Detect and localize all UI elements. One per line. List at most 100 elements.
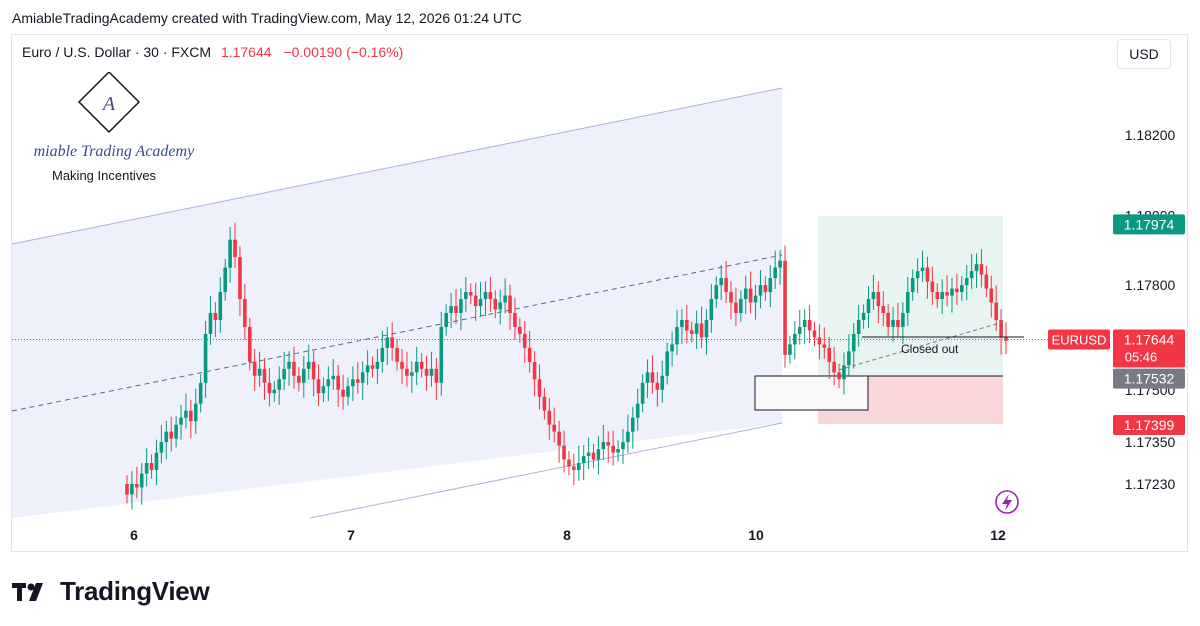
candle-body <box>778 260 782 268</box>
candle-body <box>670 344 674 352</box>
candle-body <box>272 389 277 394</box>
countdown-text: 05:46 <box>1125 350 1158 365</box>
tradingview-brand: TradingView <box>60 576 210 606</box>
candle-body <box>522 333 527 348</box>
symbol-tag-text: EURUSD <box>1052 333 1107 348</box>
candle-body <box>675 326 679 345</box>
candle-body <box>896 319 900 327</box>
candle-body <box>758 285 763 296</box>
currency-button[interactable]: USD <box>1117 39 1171 69</box>
candle-body <box>876 292 881 307</box>
chart-frame <box>11 34 1188 552</box>
candle-body <box>287 361 291 369</box>
candle-body <box>680 319 684 327</box>
price-label-stop <box>1113 415 1185 436</box>
candle-body <box>380 347 385 362</box>
candle-body <box>228 239 232 268</box>
candle-body <box>135 484 139 488</box>
price-label-text: 1.17974 <box>1124 216 1175 232</box>
tradingview-footer[interactable]: TradingView <box>12 576 210 607</box>
candle-body <box>650 372 655 383</box>
candle-body <box>488 292 493 300</box>
candle-body <box>454 306 458 313</box>
candle-body <box>468 292 473 296</box>
candle-body <box>640 382 645 404</box>
candle-body <box>601 442 606 450</box>
candle-body <box>645 372 650 383</box>
candle-body <box>768 278 773 293</box>
symbol-tag <box>1048 329 1110 350</box>
x-tick-label: 7 <box>347 527 355 543</box>
chart-credit: AmiableTradingAcademy created with Tradi… <box>12 10 522 26</box>
lightning-bolt-icon <box>1002 494 1012 511</box>
candle-body <box>842 365 846 380</box>
candle-body <box>346 386 350 397</box>
candle-body <box>174 424 178 439</box>
candle-body <box>532 361 537 380</box>
lightning-icon <box>995 490 1019 514</box>
candle-body <box>223 267 228 293</box>
candle-body <box>655 382 660 390</box>
candle-body <box>154 452 159 471</box>
candle-body <box>424 368 429 376</box>
symbol-name[interactable]: Euro / U.S. Dollar · 30 · FXCM <box>22 44 212 60</box>
candle-body <box>847 351 851 366</box>
candle-body <box>572 466 576 471</box>
candle-body <box>527 347 532 362</box>
candle-body <box>395 347 399 362</box>
symbol-info: Euro / U.S. Dollar · 30 · FXCM 1.17644 −… <box>22 44 403 60</box>
candle-body <box>685 319 689 331</box>
candle-body <box>793 333 797 345</box>
candle-body <box>130 484 134 495</box>
candle-body <box>125 484 129 495</box>
candle-body <box>414 361 419 373</box>
candle-body <box>370 365 375 369</box>
candle-body <box>159 442 164 453</box>
candle-body <box>513 312 517 327</box>
candle-body <box>773 267 778 279</box>
candle-body <box>557 431 561 446</box>
candle-body <box>139 473 144 488</box>
candle-body <box>964 278 969 286</box>
candle-body <box>444 312 448 327</box>
candle-body <box>562 445 566 460</box>
candle-body <box>336 375 340 390</box>
candle-body <box>861 312 866 320</box>
candle-body <box>508 295 512 313</box>
candle-body <box>719 278 723 286</box>
candle-body <box>144 463 149 474</box>
candle-body <box>429 368 434 376</box>
candle-body <box>797 326 802 334</box>
candle-body <box>405 368 409 376</box>
candle-body <box>316 379 321 394</box>
candle-body <box>149 463 154 471</box>
candle-body <box>979 264 984 275</box>
candle-body <box>856 319 861 334</box>
candle-body <box>714 285 719 300</box>
candle-body <box>552 424 557 432</box>
candle-body <box>822 344 827 348</box>
candle-body <box>788 344 792 355</box>
candle-body <box>626 431 630 443</box>
x-tick-label: 10 <box>748 527 764 543</box>
candle-body <box>817 337 822 345</box>
candle-body <box>832 361 836 373</box>
candle-body <box>699 323 704 338</box>
logo-tagline: Making Incentives <box>52 168 157 183</box>
candle-body <box>969 271 974 279</box>
candle-body <box>321 386 326 394</box>
candle-body <box>724 278 728 293</box>
channel-lower-line <box>309 422 783 519</box>
candle-body <box>257 368 262 376</box>
candle-body <box>537 379 542 397</box>
candle-body <box>616 449 620 453</box>
candle-body <box>807 319 812 331</box>
candle-body <box>734 302 738 313</box>
academy-logo: A Amiable Trading Academy Making Incenti… <box>23 70 195 187</box>
candle-body <box>694 323 699 334</box>
channel-fill <box>12 88 782 518</box>
candle-body <box>464 292 468 300</box>
candle-body <box>306 361 311 369</box>
candle-body <box>630 417 635 432</box>
